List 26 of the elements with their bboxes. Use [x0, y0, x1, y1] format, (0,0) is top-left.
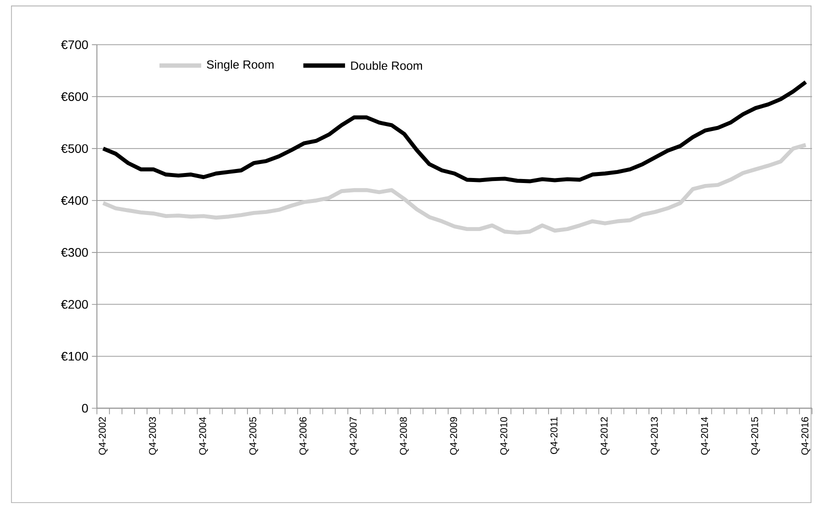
- y-tick-label: €600: [60, 92, 88, 102]
- y-tick-label: €400: [60, 196, 88, 206]
- y-tick-label: €200: [60, 300, 88, 309]
- x-tick-label: Q4-2014: [701, 417, 710, 455]
- x-tick-label: Q4-2004: [199, 417, 208, 455]
- x-tick-label: Q4-2005: [249, 417, 258, 455]
- x-tick-label: Q4-2010: [500, 417, 510, 455]
- x-tick-label: Q4-2016: [801, 417, 810, 455]
- x-tick-label: Q4-2003: [148, 417, 158, 455]
- x-tick-label: Q4-2006: [300, 417, 308, 455]
- y-tick-label: €100: [60, 352, 88, 361]
- y-tick-label: €700: [60, 40, 88, 50]
- legend-label: Single Room: [206, 60, 274, 72]
- x-tick-label: Q4-2011: [550, 417, 560, 454]
- x-tick-label: Q4-2013: [650, 417, 660, 455]
- x-tick-label: Q4-2007: [350, 417, 358, 455]
- x-tick-label: Q4-2015: [751, 417, 760, 455]
- line-series: [101, 143, 808, 235]
- x-tick-label: Q4-2009: [450, 417, 459, 455]
- x-tick-label: Q4-2008: [400, 417, 409, 455]
- x-tick-label: Q4-2002: [98, 417, 108, 455]
- y-tick-label: €300: [60, 248, 88, 258]
- y-tick-label: €500: [60, 144, 88, 154]
- x-tick-label: Q4-2012: [600, 417, 610, 455]
- legend-label: Double Room: [351, 61, 422, 70]
- y-tick-label: 0: [82, 404, 88, 413]
